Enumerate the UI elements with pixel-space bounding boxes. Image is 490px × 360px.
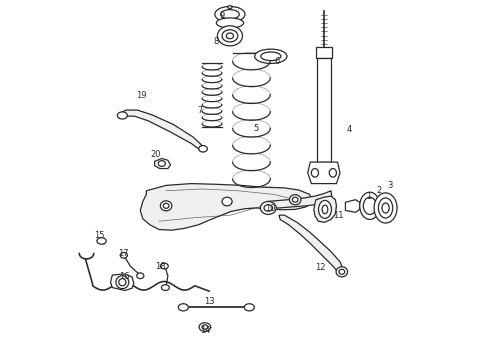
Ellipse shape <box>261 52 281 60</box>
Ellipse shape <box>120 252 127 258</box>
Polygon shape <box>345 200 360 212</box>
Ellipse shape <box>374 193 397 223</box>
Text: 4: 4 <box>346 125 352 134</box>
Ellipse shape <box>199 145 207 152</box>
Ellipse shape <box>178 304 188 311</box>
Ellipse shape <box>226 33 234 39</box>
Ellipse shape <box>329 168 337 177</box>
Ellipse shape <box>360 192 380 220</box>
Ellipse shape <box>311 168 318 177</box>
Ellipse shape <box>216 18 244 28</box>
Ellipse shape <box>290 195 301 205</box>
Ellipse shape <box>161 285 170 291</box>
Bar <box>317 58 331 162</box>
Text: 12: 12 <box>315 264 325 273</box>
Text: 3: 3 <box>388 181 393 190</box>
Text: 19: 19 <box>136 91 146 100</box>
Ellipse shape <box>264 205 272 211</box>
Polygon shape <box>119 110 204 151</box>
Text: 10: 10 <box>265 204 275 213</box>
Ellipse shape <box>119 279 126 286</box>
Ellipse shape <box>158 161 166 166</box>
Polygon shape <box>155 158 171 168</box>
Polygon shape <box>140 184 313 230</box>
Text: 1: 1 <box>366 192 371 201</box>
Ellipse shape <box>378 198 393 218</box>
Polygon shape <box>111 274 134 291</box>
Ellipse shape <box>202 325 208 329</box>
Ellipse shape <box>199 323 211 331</box>
Ellipse shape <box>255 49 287 63</box>
Ellipse shape <box>163 203 169 208</box>
Ellipse shape <box>364 197 376 215</box>
Ellipse shape <box>97 238 106 244</box>
Text: 8: 8 <box>214 37 219 46</box>
Bar <box>316 47 332 58</box>
Ellipse shape <box>220 10 239 19</box>
Text: 2: 2 <box>376 186 381 195</box>
Ellipse shape <box>160 201 172 211</box>
Ellipse shape <box>336 267 347 277</box>
Ellipse shape <box>117 112 127 119</box>
Ellipse shape <box>160 263 168 269</box>
Ellipse shape <box>116 276 129 289</box>
Ellipse shape <box>218 26 243 46</box>
Text: 18: 18 <box>155 262 166 271</box>
Text: 6: 6 <box>274 57 280 66</box>
Text: 7: 7 <box>197 105 203 114</box>
Polygon shape <box>267 191 332 208</box>
Text: 14: 14 <box>200 326 211 335</box>
Ellipse shape <box>382 203 389 213</box>
Text: 20: 20 <box>150 150 161 159</box>
Text: 11: 11 <box>333 211 343 220</box>
Polygon shape <box>308 162 340 184</box>
Text: 17: 17 <box>118 249 128 258</box>
Polygon shape <box>279 215 343 273</box>
Ellipse shape <box>222 197 232 206</box>
Text: 9: 9 <box>219 10 224 19</box>
Ellipse shape <box>228 6 232 9</box>
Polygon shape <box>314 196 337 222</box>
Ellipse shape <box>318 201 331 219</box>
Ellipse shape <box>222 30 238 42</box>
Ellipse shape <box>322 205 328 214</box>
Ellipse shape <box>137 273 144 279</box>
Text: 16: 16 <box>120 272 130 281</box>
Text: 5: 5 <box>253 123 258 132</box>
Ellipse shape <box>293 197 298 202</box>
Ellipse shape <box>215 6 245 22</box>
Text: 15: 15 <box>95 231 105 240</box>
Text: 13: 13 <box>204 297 215 306</box>
Ellipse shape <box>339 269 344 274</box>
Ellipse shape <box>260 202 276 215</box>
Ellipse shape <box>245 304 254 311</box>
